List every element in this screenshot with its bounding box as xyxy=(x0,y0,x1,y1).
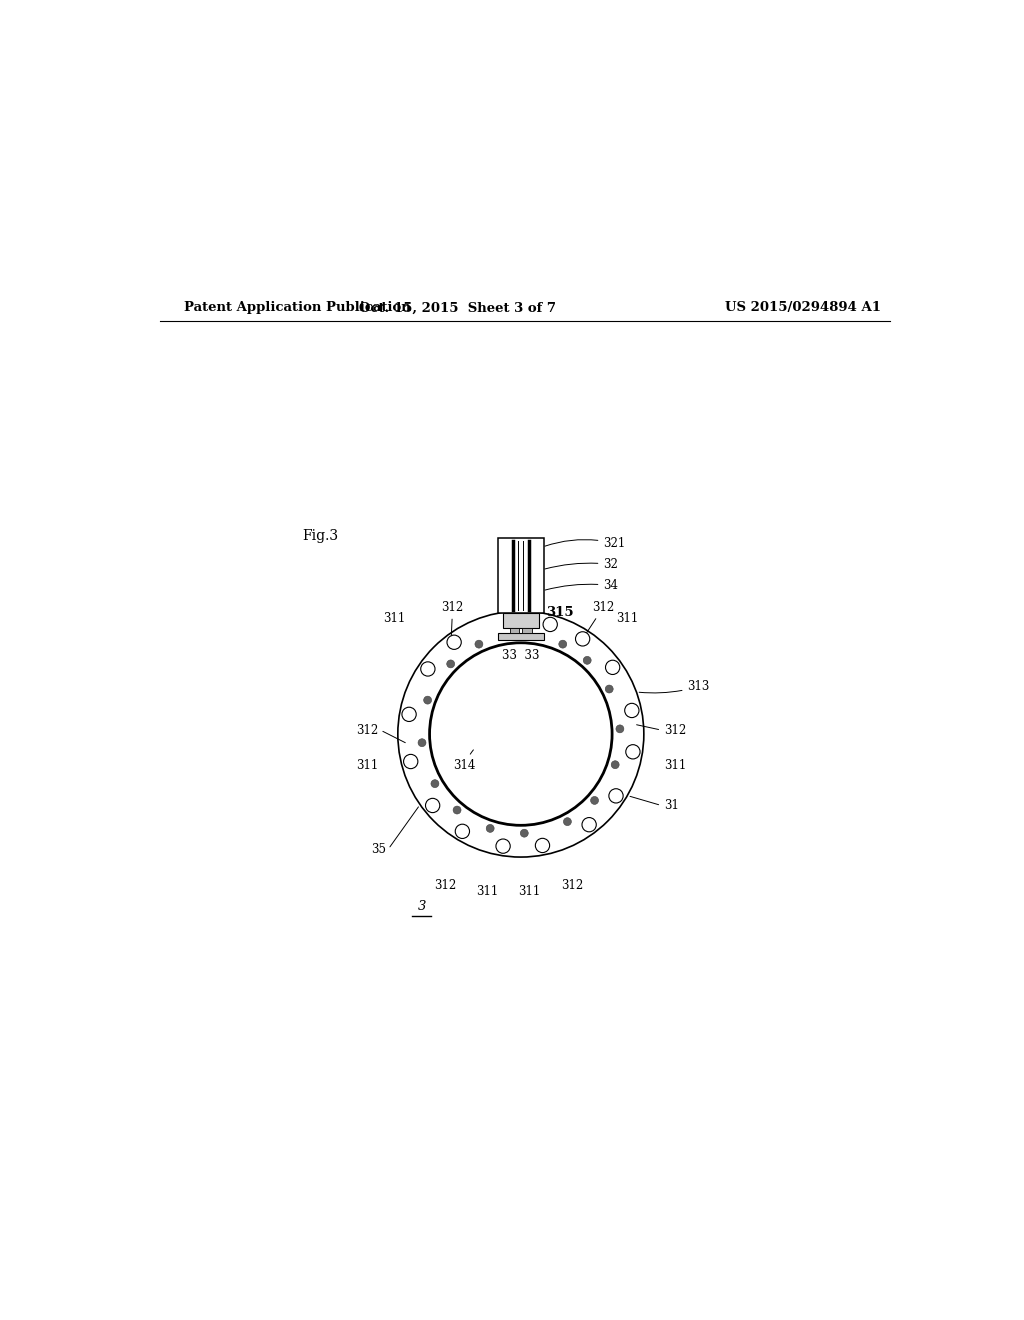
Circle shape xyxy=(609,789,624,803)
Text: 311: 311 xyxy=(384,612,406,626)
Circle shape xyxy=(475,640,483,648)
Text: Patent Application Publication: Patent Application Publication xyxy=(183,301,411,314)
Text: 3: 3 xyxy=(418,900,426,912)
Circle shape xyxy=(605,660,620,675)
Circle shape xyxy=(611,760,620,768)
Text: 34: 34 xyxy=(545,579,618,593)
Circle shape xyxy=(453,807,461,814)
Circle shape xyxy=(418,739,426,747)
Circle shape xyxy=(430,643,612,825)
Circle shape xyxy=(605,685,613,693)
Circle shape xyxy=(402,708,416,722)
Text: US 2015/0294894 A1: US 2015/0294894 A1 xyxy=(725,301,881,314)
Text: 312: 312 xyxy=(561,879,584,892)
Text: 313: 313 xyxy=(639,680,710,693)
Circle shape xyxy=(431,780,439,788)
Text: 315: 315 xyxy=(547,606,574,619)
Circle shape xyxy=(559,640,566,648)
Bar xyxy=(498,634,544,640)
Circle shape xyxy=(426,799,439,813)
Text: Oct. 15, 2015  Sheet 3 of 7: Oct. 15, 2015 Sheet 3 of 7 xyxy=(358,301,556,314)
Circle shape xyxy=(563,817,571,825)
Circle shape xyxy=(403,754,418,768)
Circle shape xyxy=(446,660,455,668)
Circle shape xyxy=(397,611,644,857)
Text: 321: 321 xyxy=(545,537,626,550)
Circle shape xyxy=(584,656,591,664)
Circle shape xyxy=(615,725,624,733)
Text: 312: 312 xyxy=(434,879,457,892)
Circle shape xyxy=(486,825,495,833)
Circle shape xyxy=(625,704,639,718)
Text: 312: 312 xyxy=(584,601,614,636)
Text: Fig.3: Fig.3 xyxy=(303,528,339,543)
Text: 312: 312 xyxy=(664,723,686,737)
Text: 32: 32 xyxy=(545,558,618,572)
Circle shape xyxy=(536,838,550,853)
Text: 311: 311 xyxy=(664,759,686,772)
Circle shape xyxy=(447,635,461,649)
Circle shape xyxy=(543,618,557,631)
Circle shape xyxy=(421,661,435,676)
Text: 35: 35 xyxy=(371,842,386,855)
Circle shape xyxy=(582,817,596,832)
Text: 33  33: 33 33 xyxy=(502,649,540,663)
Circle shape xyxy=(424,696,431,704)
Circle shape xyxy=(520,829,528,837)
Bar xyxy=(503,614,539,628)
Text: 31: 31 xyxy=(664,799,679,812)
Text: 312: 312 xyxy=(441,601,464,642)
Circle shape xyxy=(626,744,640,759)
Text: 314: 314 xyxy=(454,750,476,772)
Circle shape xyxy=(496,840,510,853)
Circle shape xyxy=(591,796,598,804)
Text: 311: 311 xyxy=(476,886,499,898)
Text: 311: 311 xyxy=(518,886,540,898)
Circle shape xyxy=(575,632,590,645)
Bar xyxy=(510,628,519,634)
Text: 312: 312 xyxy=(355,723,378,737)
Text: 311: 311 xyxy=(355,759,378,772)
Bar xyxy=(498,539,544,614)
Circle shape xyxy=(456,824,470,838)
Text: 311: 311 xyxy=(616,612,638,626)
Bar xyxy=(522,628,531,634)
